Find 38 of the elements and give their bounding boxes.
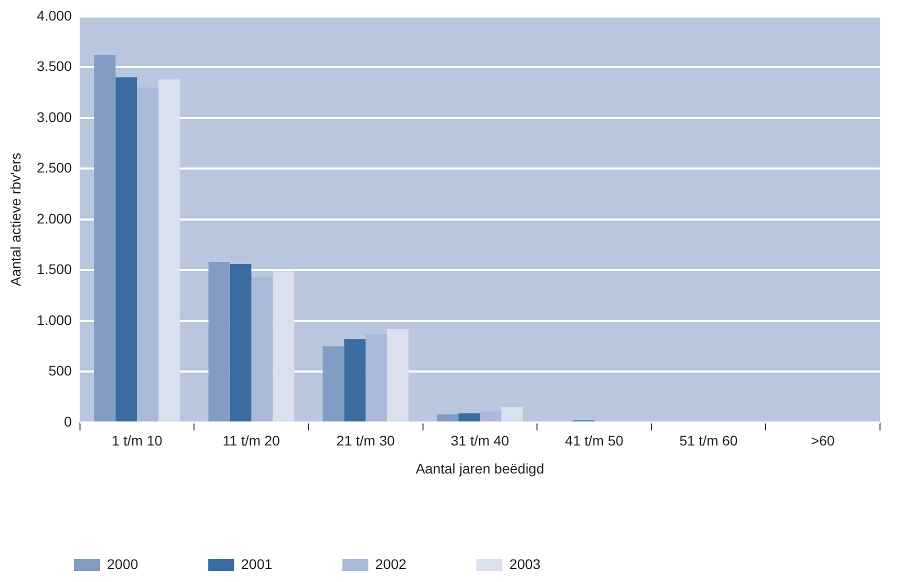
bar [437, 414, 458, 422]
y-tick-label: 3.500 [36, 58, 72, 74]
y-tick-label: 2.500 [36, 160, 72, 176]
legend-label: 2001 [241, 556, 273, 572]
bar [366, 334, 388, 422]
legend-label: 2002 [375, 556, 407, 572]
bar [230, 264, 252, 422]
y-tick-label: 2.000 [36, 210, 72, 226]
y-tick-label: 1.000 [36, 312, 72, 328]
y-tick-label: 0 [64, 413, 72, 430]
x-tick-label: 41 t/m 50 [565, 432, 624, 449]
bar [116, 77, 137, 422]
x-tick-label: >60 [810, 432, 835, 449]
bar [136, 87, 158, 422]
y-axis-title: Aantal actieve rbv'ers [7, 152, 24, 286]
bar [458, 413, 480, 422]
y-tick-label: 500 [48, 362, 72, 379]
bar [94, 54, 116, 422]
bar [480, 411, 502, 422]
legend-label: 2000 [107, 556, 138, 572]
x-tick-label: 51 t/m 60 [679, 432, 738, 449]
bar [158, 79, 180, 422]
y-tick-label: 4.000 [36, 7, 72, 24]
x-tick-label: 1 t/m 10 [112, 432, 162, 449]
bar [387, 329, 408, 422]
bar [272, 271, 294, 422]
x-tick-label: 11 t/m 20 [222, 432, 280, 449]
x-tick-label: 31 t/m 40 [450, 432, 510, 449]
x-axis-title: Aantal jaren beëdigd [416, 460, 544, 476]
y-tick-label: 3.000 [36, 108, 72, 125]
y-tick-label: 1.500 [36, 261, 72, 278]
bar [501, 407, 523, 422]
legend-label: 2003 [509, 556, 541, 572]
x-tick-label: 21 t/m 30 [336, 432, 395, 449]
bar [344, 339, 366, 422]
bar [251, 277, 273, 422]
bar [208, 262, 230, 422]
bar [322, 346, 344, 422]
